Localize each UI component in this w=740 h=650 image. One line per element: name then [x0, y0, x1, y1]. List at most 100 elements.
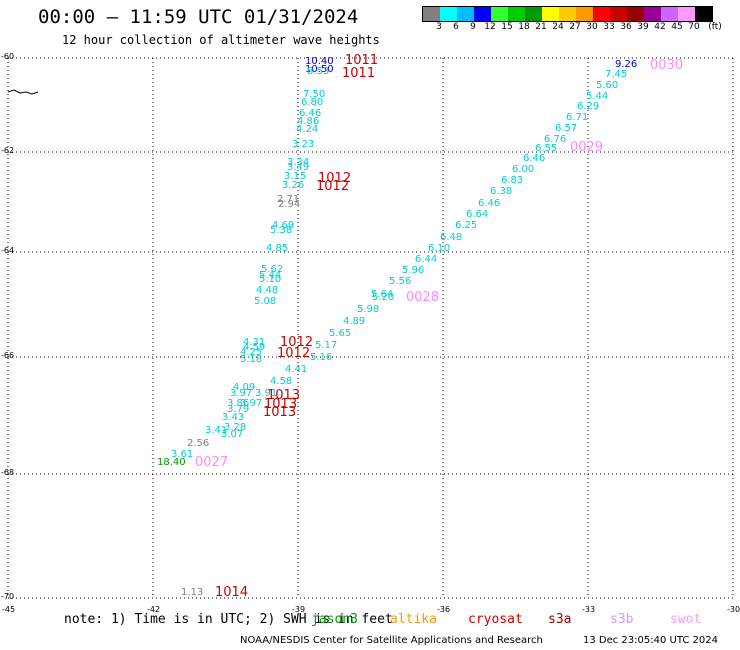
legend-swatch — [440, 7, 457, 21]
wave-height-value: 6.55 — [535, 143, 557, 154]
legend-label: 18 — [518, 22, 530, 32]
wave-height-value: 5.56 — [389, 276, 411, 287]
wave-height-value: 3.49 — [287, 162, 309, 173]
wave-height-value: 5.65 — [329, 328, 351, 339]
pass-time-label: 0027 — [195, 455, 228, 470]
wave-height-value: 18.40 — [157, 457, 186, 468]
wave-height-value: 6.46 — [299, 108, 321, 119]
pass-time-label: 0030 — [650, 58, 683, 73]
legend-label: 39 — [637, 22, 649, 32]
longitude-label: -30 — [727, 605, 740, 614]
wave-height-value: 6.00 — [512, 164, 534, 175]
wave-height-value: 10.50 — [305, 64, 334, 75]
wave-height-value: 6.44 — [415, 254, 437, 265]
wave-height-legend — [422, 6, 713, 22]
pass-time-labels: 1011101110121012101210121013101310131014… — [195, 53, 683, 600]
wave-height-value: 4.59 — [243, 342, 265, 353]
wave-height-value: 3.86 — [227, 398, 249, 409]
wave-height-value: 3.61 — [171, 449, 193, 460]
legend-swatch — [644, 7, 661, 21]
timestamp-text: 13 Dec 23:05:40 UTC 2024 — [583, 635, 718, 646]
legend-label: 21 — [535, 22, 547, 32]
map-title: 00:00 – 11:59 UTC 01/31/2024 — [38, 6, 359, 28]
legend-swatch — [491, 7, 508, 21]
legend-labels: 3 6 9 12 15 18 21 24 27 30 33 36 39 42 45 70 (ft) — [422, 22, 740, 34]
satellite-label-altika: altika — [390, 612, 437, 627]
wave-height-value: 3.34 — [287, 157, 309, 168]
wave-height-value: 3.41 — [205, 425, 227, 436]
satellite-label-s3a: s3a — [548, 612, 572, 627]
latitude-label: -68 — [1, 468, 14, 477]
pass-time-label: 1013 — [263, 405, 296, 420]
wave-height-value: 7.45 — [605, 69, 627, 80]
legend-swatch — [525, 7, 542, 21]
latitude-label: -62 — [1, 146, 14, 155]
wave-height-value: 4.86 — [297, 116, 319, 127]
wave-height-value: 5.60 — [596, 80, 618, 91]
wave-height-value: 5.44 — [259, 270, 281, 281]
wave-height-value: 3.23 — [292, 139, 314, 150]
pass-time-label: 1012 — [316, 179, 349, 194]
legend-label: 36 — [620, 22, 632, 32]
legend-swatch — [508, 7, 525, 21]
coastline-fragment — [7, 89, 39, 95]
wave-height-value: 6.76 — [544, 134, 566, 145]
legend-swatch — [559, 7, 576, 21]
wave-height-value: 2.56 — [187, 438, 209, 449]
wave-height-value: 6.38 — [490, 186, 512, 197]
satellite-label-jason3: jason3 — [311, 612, 358, 627]
wave-height-value: 3.26 — [282, 180, 304, 191]
wave-height-value: 5.17 — [315, 340, 337, 351]
wave-height-value: 6.10 — [428, 243, 450, 254]
wave-height-value: 6.80 — [301, 97, 323, 108]
legend-swatch — [593, 7, 610, 21]
wave-height-value: 3.07 — [221, 429, 243, 440]
legend-label: 6 — [453, 22, 459, 32]
legend-label: 9 — [470, 22, 476, 32]
wave-height-value: 5.98 — [357, 304, 379, 315]
satellite-label-cryosat: cryosat — [468, 612, 523, 627]
wave-height-value: 6.48 — [440, 232, 462, 243]
longitude-label: -39 — [292, 605, 305, 614]
wave-height-value: 5.38 — [270, 225, 292, 236]
footer-note: note: 1) Time is in UTC; 2) SWH is in fe… — [64, 612, 393, 627]
latitude-label: -66 — [1, 351, 14, 360]
latitude-label: -70 — [1, 592, 14, 601]
wave-height-value: 4.58 — [270, 376, 292, 387]
legend-label: 42 — [654, 22, 666, 32]
legend-label: 3 — [436, 22, 442, 32]
wave-height-value: 3.28 — [224, 422, 246, 433]
wave-height-observations: 10.4010.508.537.506.806.464.864.243.233.… — [157, 56, 637, 598]
legend-swatch — [678, 7, 695, 21]
wave-height-value: 5.64 — [371, 289, 393, 300]
wave-height-value: 3.91 — [255, 388, 277, 399]
pass-time-label: 0028 — [406, 290, 439, 305]
latitude-label: -60 — [1, 52, 14, 61]
pass-time-label: 1011 — [342, 66, 375, 81]
pass-time-label: 1011 — [345, 53, 378, 68]
wave-height-value: 5.20 — [372, 292, 394, 303]
wave-height-value: 7.50 — [303, 89, 325, 100]
wave-height-value: 6.57 — [555, 123, 577, 134]
wave-height-value: 4.69 — [272, 220, 294, 231]
wave-height-value: 9.26 — [615, 59, 637, 70]
pass-time-label: 1013 — [267, 388, 300, 403]
wave-height-value: 2.94 — [278, 199, 300, 210]
wave-height-value: 10.40 — [305, 56, 334, 67]
wave-height-value: 3.97 — [240, 398, 262, 409]
legend-swatch — [542, 7, 559, 21]
wave-height-value: 5.18 — [240, 354, 262, 365]
legend-swatch — [457, 7, 474, 21]
legend-label: 27 — [569, 22, 581, 32]
legend-swatch — [610, 7, 627, 21]
longitude-label: -45 — [2, 605, 15, 614]
longitude-label: -42 — [147, 605, 160, 614]
latitude-label: -64 — [1, 246, 14, 255]
legend-label: 45 — [671, 22, 683, 32]
wave-height-value: 3.79 — [227, 404, 249, 415]
wave-height-value: 3.15 — [284, 171, 306, 182]
legend-label: 12 — [484, 22, 496, 32]
wave-height-value: 6.25 — [455, 220, 477, 231]
legend-label: 33 — [603, 22, 615, 32]
pass-time-label: 1012 — [277, 346, 310, 361]
